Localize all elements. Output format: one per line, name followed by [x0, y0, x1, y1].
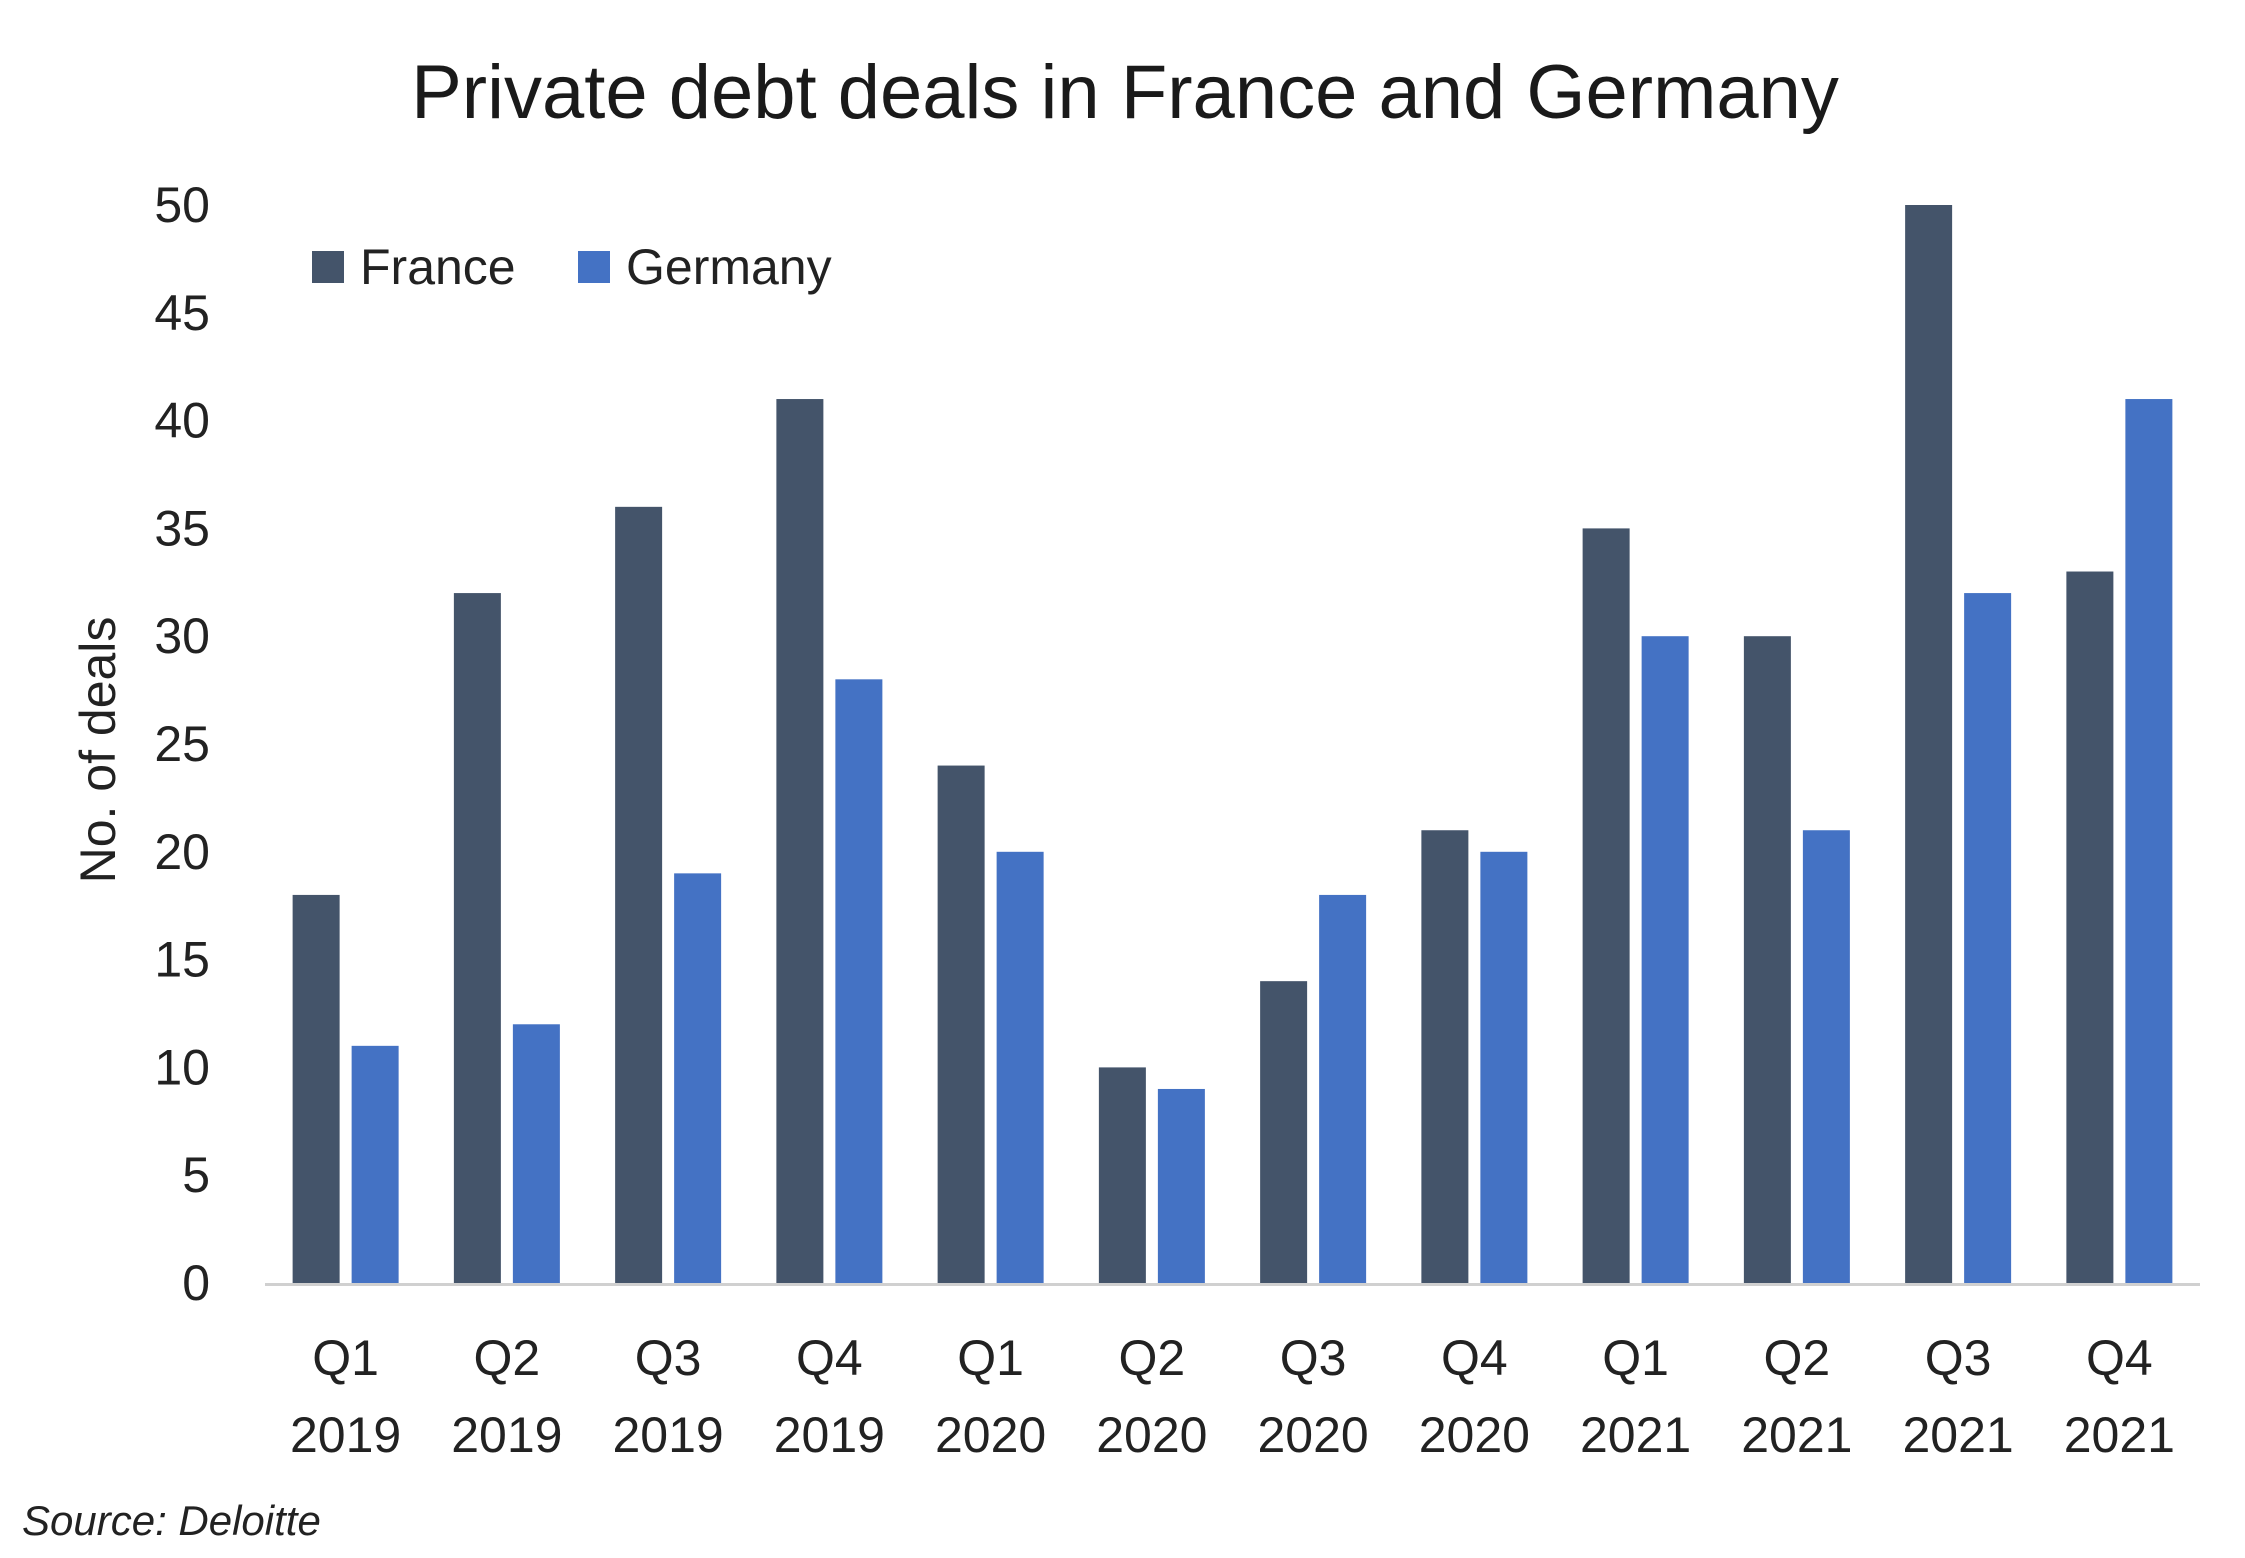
- bar-france-q4-2020: [1421, 830, 1469, 1283]
- x-tick-year: 2021: [1580, 1407, 1691, 1463]
- legend-swatch-france: [312, 251, 344, 283]
- bar-france-q2-2020: [1098, 1067, 1146, 1283]
- y-axis-ticks: 0 5 10 15 20 25 30 35 40 45 50: [154, 177, 210, 1311]
- x-tick-quarter: Q1: [1602, 1330, 1669, 1386]
- x-tick-year: 2019: [613, 1407, 724, 1463]
- x-tick-quarter: Q3: [1925, 1330, 1992, 1386]
- x-tick-quarter: Q1: [957, 1330, 1024, 1386]
- x-tick-year: 2019: [774, 1407, 885, 1463]
- bar-germany-q2-2021: [1802, 830, 1850, 1283]
- bar-france-q1-2020: [937, 765, 985, 1283]
- y-tick-label: 20: [154, 824, 210, 880]
- bar-germany-q1-2019: [351, 1045, 399, 1283]
- x-tick-quarter: Q3: [635, 1330, 702, 1386]
- bar-germany-q4-2020: [1480, 851, 1528, 1283]
- bar-france-q3-2021: [1905, 205, 1953, 1283]
- bars-group: [292, 205, 2173, 1284]
- bar-france-q1-2019: [292, 894, 340, 1283]
- bar-france-q4-2021: [2066, 571, 2114, 1283]
- y-tick-label: 50: [154, 177, 210, 233]
- x-tick-quarter: Q4: [1441, 1330, 1508, 1386]
- x-tick-quarter: Q2: [1119, 1330, 1186, 1386]
- x-tick-year: 2021: [2064, 1407, 2175, 1463]
- x-tick-year: 2020: [1419, 1407, 1530, 1463]
- x-tick-quarter: Q4: [2086, 1330, 2153, 1386]
- source-note: Source: Deloitte: [22, 1497, 321, 1544]
- x-tick-year: 2019: [451, 1407, 562, 1463]
- x-tick-year: 2021: [1903, 1407, 2014, 1463]
- x-tick-year: 2019: [290, 1407, 401, 1463]
- x-tick-quarter: Q4: [796, 1330, 863, 1386]
- bar-germany-q2-2020: [1157, 1088, 1205, 1283]
- bar-germany-q2-2019: [512, 1024, 560, 1283]
- x-tick-year: 2020: [1096, 1407, 1207, 1463]
- legend-swatch-germany: [578, 251, 610, 283]
- bar-germany-q3-2021: [1964, 593, 2012, 1283]
- y-tick-label: 30: [154, 608, 210, 664]
- y-axis-label: No. of deals: [70, 617, 126, 884]
- bar-france-q4-2019: [776, 399, 824, 1283]
- y-tick-label: 40: [154, 393, 210, 449]
- x-tick-quarter: Q2: [474, 1330, 541, 1386]
- legend-label-france: France: [360, 239, 516, 295]
- legend: France Germany: [312, 239, 832, 295]
- bar-germany-q1-2021: [1641, 636, 1689, 1283]
- y-tick-label: 0: [182, 1255, 210, 1311]
- bar-germany-q4-2021: [2125, 399, 2173, 1283]
- bar-germany-q3-2020: [1319, 894, 1367, 1283]
- bar-france-q3-2020: [1260, 981, 1308, 1283]
- x-tick-quarter: Q1: [312, 1330, 379, 1386]
- x-axis-ticks: Q1 2019 Q2 2019 Q3 2019 Q4 2019 Q1 2020 Q2 2020 Q3 20…: [290, 1330, 2175, 1463]
- x-tick-quarter: Q3: [1280, 1330, 1347, 1386]
- x-tick-quarter: Q2: [1764, 1330, 1831, 1386]
- chart-title: Private debt deals in France and Germany: [411, 50, 1839, 135]
- y-tick-label: 25: [154, 716, 210, 772]
- bar-germany-q3-2019: [674, 873, 722, 1283]
- x-tick-year: 2020: [1258, 1407, 1369, 1463]
- bar-france-q2-2019: [453, 593, 501, 1283]
- bar-france-q2-2021: [1743, 636, 1791, 1283]
- y-tick-label: 5: [182, 1147, 210, 1203]
- bar-germany-q1-2020: [996, 851, 1044, 1283]
- y-tick-label: 15: [154, 932, 210, 988]
- y-tick-label: 45: [154, 285, 210, 341]
- y-tick-label: 35: [154, 500, 210, 556]
- x-tick-year: 2021: [1741, 1407, 1852, 1463]
- bar-france-q1-2021: [1582, 528, 1630, 1283]
- y-tick-label: 10: [154, 1039, 210, 1095]
- x-tick-year: 2020: [935, 1407, 1046, 1463]
- legend-label-germany: Germany: [626, 239, 832, 295]
- bar-germany-q4-2019: [835, 679, 883, 1283]
- bar-france-q3-2019: [615, 506, 663, 1284]
